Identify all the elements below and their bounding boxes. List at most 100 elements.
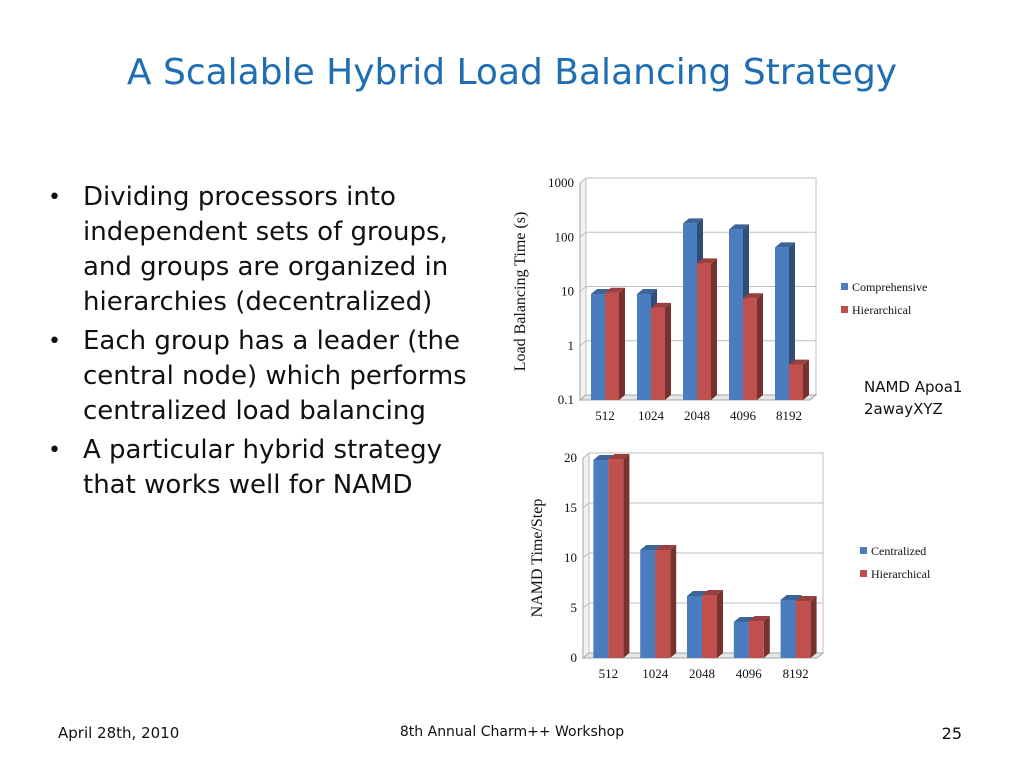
bar-side [711, 258, 717, 400]
x-tick-label: 512 [595, 408, 615, 423]
bar-top [729, 224, 749, 230]
bar-side [789, 242, 795, 400]
bar-front [640, 550, 656, 658]
bar-front [591, 293, 605, 400]
bar [608, 454, 630, 658]
y-tick-label: 1 [568, 338, 575, 353]
bar-side [810, 596, 817, 658]
bar-side [803, 359, 809, 400]
bar-front [687, 596, 702, 658]
bar-front [775, 247, 789, 400]
bar [605, 287, 625, 400]
note-line-2: 2awayXYZ [864, 400, 943, 418]
y-tick-label: 5 [571, 600, 578, 615]
bar [702, 590, 723, 658]
gridline-side [579, 340, 587, 347]
bullet-text: Each group has a leader (the central nod… [83, 326, 467, 426]
x-tick-label: 1024 [638, 408, 665, 423]
bullet-dot: • [48, 185, 61, 210]
bullet-dot: • [48, 329, 61, 354]
bar-side [763, 616, 770, 658]
bar-front [729, 229, 743, 400]
bar [789, 359, 809, 400]
bar [795, 596, 817, 658]
bar-front [789, 364, 803, 400]
bar-front [795, 601, 811, 658]
page-number: 25 [941, 724, 962, 743]
bar-side [670, 545, 677, 658]
bar-side [757, 293, 763, 400]
y-tick-label: 10 [561, 284, 574, 299]
legend-swatch [841, 306, 848, 313]
bar-top [795, 596, 817, 601]
bar-front [637, 293, 651, 400]
y-axis-label: Load Balancing Time (s) [512, 212, 529, 372]
bar-front [605, 292, 619, 400]
bar-top [608, 454, 630, 459]
y-tick-label: 20 [564, 450, 577, 465]
bar-front [780, 600, 796, 658]
legend-label: Hierarchical [852, 303, 912, 317]
y-tick-label: 15 [564, 500, 577, 515]
bar-front [651, 307, 665, 400]
namd-time-step-chart: 0 5 10 15 20 512 1024 2048 4096 8192 NAMD Time/Ste… [505, 444, 955, 694]
load-balancing-time-chart: 0.1 1 10 100 1000 512 1024 2048 4096 8192 Load Bal… [505, 170, 955, 435]
bar-side [717, 590, 723, 658]
legend-label: Centralized [871, 544, 926, 558]
gridline-side [582, 502, 590, 509]
note-line-1: NAMD Apoa1 [864, 378, 963, 396]
bullet-list: • Dividing processors into independent se… [44, 180, 484, 507]
legend-label: Hierarchical [871, 567, 931, 581]
bar-top [789, 359, 809, 365]
slide-title: A Scalable Hybrid Load Balancing Strateg… [126, 52, 898, 93]
bar-front [608, 459, 624, 658]
bar-top [655, 545, 677, 550]
gridline-side [582, 452, 590, 459]
bar-top [780, 595, 802, 600]
gridline-side [579, 231, 587, 238]
bar-top [743, 293, 763, 299]
bullet-text: Dividing processors into independent set… [83, 182, 449, 317]
bar-front [743, 298, 757, 400]
x-tick-label: 2048 [684, 408, 710, 423]
gridline-side [582, 552, 590, 559]
bar [697, 258, 717, 400]
x-tick-label: 4096 [730, 408, 757, 423]
bar-side [623, 454, 630, 658]
gridline-side [579, 177, 587, 184]
footer-date: April 28th, 2010 [58, 724, 180, 742]
bar-top [775, 242, 795, 248]
namd-time-step-svg: 0 5 10 15 20 512 1024 2048 4096 8192 NAMD Time/Ste… [529, 450, 931, 681]
x-tick-label: 8192 [776, 408, 802, 423]
bar [743, 293, 763, 400]
bar-front [593, 460, 609, 658]
bar-front [733, 622, 749, 658]
bar-top [683, 218, 703, 224]
bar-top [640, 545, 662, 550]
bar-side [665, 302, 671, 400]
y-tick-label: 1000 [548, 175, 574, 190]
x-tick-label: 8192 [783, 666, 809, 681]
legend-swatch [860, 570, 867, 577]
bar-side [619, 287, 625, 400]
bar-top [605, 287, 625, 293]
bar-top [651, 302, 671, 308]
bar [775, 242, 795, 400]
legend-swatch [860, 547, 867, 554]
x-tick-label: 512 [599, 666, 619, 681]
legend-label: Comprehensive [852, 280, 927, 294]
bar-front [683, 223, 697, 400]
y-axis-label: NAMD Time/Step [529, 499, 546, 618]
bar-front [702, 595, 717, 658]
footer-event: 8th Annual Charm++ Workshop [399, 724, 625, 740]
x-tick-label: 1024 [642, 666, 669, 681]
bar-top [697, 258, 717, 264]
bar-front [655, 550, 671, 658]
y-tick-label: 0.1 [558, 392, 574, 407]
bar-front [748, 621, 764, 658]
bullet-item: • A particular hybrid strategy that works… [44, 433, 484, 503]
chart-note: NAMD Apoa1 2awayXYZ [864, 376, 962, 420]
y-tick-label: 10 [564, 550, 577, 565]
load-balancing-time-svg: 0.1 1 10 100 1000 512 1024 2048 4096 8192 Load Bal… [512, 175, 927, 423]
bar-front [697, 263, 711, 400]
